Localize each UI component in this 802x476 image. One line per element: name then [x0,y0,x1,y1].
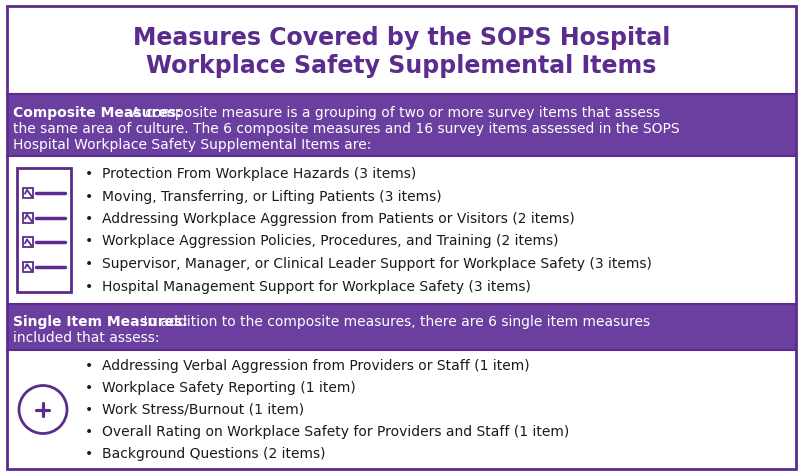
Text: •  Background Questions (2 items): • Background Questions (2 items) [85,446,325,460]
Text: •  Workplace Safety Reporting (1 item): • Workplace Safety Reporting (1 item) [85,380,355,394]
Text: •  Addressing Workplace Aggression from Patients or Visitors (2 items): • Addressing Workplace Aggression from P… [85,211,574,226]
Bar [7,7,795,95]
Text: the same area of culture. The 6 composite measures and 16 survey items assessed : the same area of culture. The 6 composit… [13,122,678,136]
Bar [23,238,33,248]
Text: •  Workplace Aggression Policies, Procedures, and Training (2 items): • Workplace Aggression Policies, Procedu… [85,234,558,248]
Bar [7,350,795,469]
Bar [17,169,71,292]
Text: •  Supervisor, Manager, or Clinical Leader Support for Workplace Safety (3 items: • Supervisor, Manager, or Clinical Leade… [85,257,651,270]
Bar [7,304,795,350]
Bar [23,213,33,223]
Text: •  Addressing Verbal Aggression from Providers or Staff (1 item): • Addressing Verbal Aggression from Prov… [85,358,529,372]
Bar [7,157,795,304]
Bar [7,95,795,157]
Text: •  Hospital Management Support for Workplace Safety (3 items): • Hospital Management Support for Workpl… [85,279,530,293]
Text: Composite Measures:: Composite Measures: [13,106,181,120]
Text: Single Item Measures:: Single Item Measures: [13,314,188,328]
Text: •  Protection From Workplace Hazards (3 items): • Protection From Workplace Hazards (3 i… [85,167,415,180]
Text: Workplace Safety Supplemental Items: Workplace Safety Supplemental Items [146,54,656,78]
Text: Hospital Workplace Safety Supplemental Items are:: Hospital Workplace Safety Supplemental I… [13,138,371,152]
Text: •  Overall Rating on Workplace Safety for Providers and Staff (1 item): • Overall Rating on Workplace Safety for… [85,424,569,438]
Bar [23,188,33,198]
Text: In addition to the composite measures, there are 6 single item measures: In addition to the composite measures, t… [139,314,650,328]
Bar [23,263,33,273]
Text: Measures Covered by the SOPS Hospital: Measures Covered by the SOPS Hospital [132,26,670,50]
Text: •  Moving, Transferring, or Lifting Patients (3 items): • Moving, Transferring, or Lifting Patie… [85,189,441,203]
Text: •  Work Stress/Burnout (1 item): • Work Stress/Burnout (1 item) [85,402,304,416]
Text: included that assess:: included that assess: [13,330,160,344]
Text: A composite measure is a grouping of two or more survey items that assess: A composite measure is a grouping of two… [127,106,659,120]
